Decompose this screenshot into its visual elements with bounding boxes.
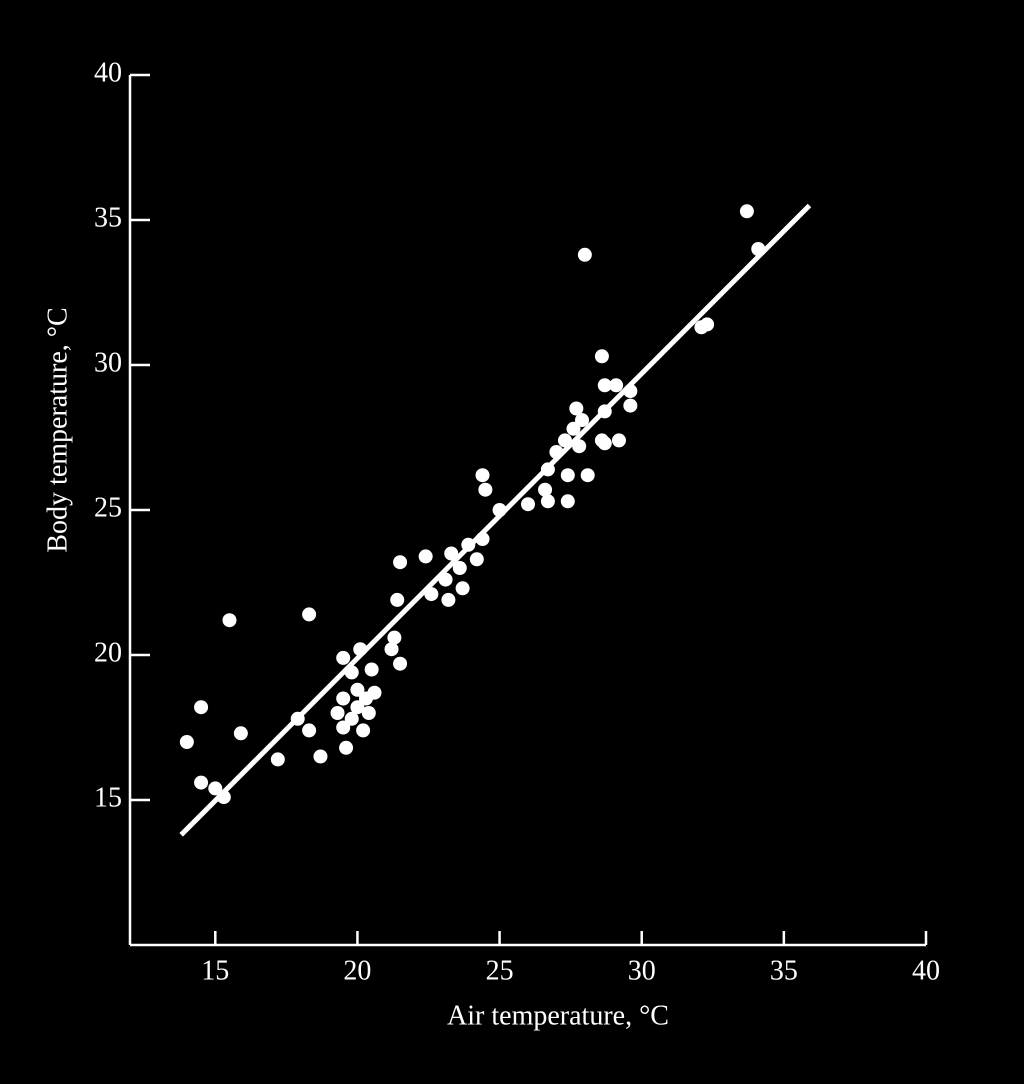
point xyxy=(179,735,194,749)
point xyxy=(336,650,351,665)
point xyxy=(469,552,484,567)
point xyxy=(424,587,439,602)
point xyxy=(208,781,223,796)
point xyxy=(572,439,587,454)
point xyxy=(623,398,638,413)
point xyxy=(549,445,564,459)
y-tick-label: 25 xyxy=(94,492,122,523)
point xyxy=(478,482,493,497)
point xyxy=(597,436,612,451)
point xyxy=(270,752,285,767)
point xyxy=(569,401,584,416)
point xyxy=(566,421,581,436)
point xyxy=(560,494,575,509)
y-tick-label: 35 xyxy=(94,202,122,233)
x-tick-label: 30 xyxy=(628,955,656,986)
y-tick-label: 40 xyxy=(94,57,122,88)
point xyxy=(521,497,535,512)
point xyxy=(350,700,365,715)
point xyxy=(387,630,402,645)
point xyxy=(194,775,209,790)
point xyxy=(594,349,609,364)
point xyxy=(557,433,572,448)
x-axis-label: Air temperature, °C xyxy=(447,1000,669,1031)
point xyxy=(336,720,351,735)
point xyxy=(353,642,368,657)
y-tick-label: 30 xyxy=(94,347,122,378)
point xyxy=(560,468,575,483)
point xyxy=(222,613,237,628)
point xyxy=(233,726,248,741)
point xyxy=(700,317,715,332)
point xyxy=(452,561,467,575)
point xyxy=(364,662,379,677)
point xyxy=(444,546,459,561)
point xyxy=(540,494,555,509)
point xyxy=(492,503,507,517)
point xyxy=(611,433,626,448)
point xyxy=(393,656,408,671)
x-tick-label: 40 xyxy=(912,955,940,986)
point xyxy=(597,378,612,393)
point xyxy=(367,685,382,700)
point xyxy=(302,607,317,622)
x-tick-label: 35 xyxy=(770,955,798,986)
x-tick-label: 20 xyxy=(343,955,371,986)
point xyxy=(751,242,766,256)
y-tick-label: 20 xyxy=(94,637,122,668)
point xyxy=(461,537,476,552)
point xyxy=(194,700,209,715)
point xyxy=(330,706,345,720)
x-tick-label: 25 xyxy=(486,955,514,986)
x-tick-label: 15 xyxy=(201,955,229,986)
point xyxy=(475,532,490,546)
point xyxy=(350,682,365,697)
point xyxy=(344,711,359,726)
point xyxy=(339,740,354,755)
point xyxy=(336,691,351,706)
point xyxy=(623,384,638,399)
point xyxy=(390,592,405,607)
fit-line xyxy=(179,203,812,837)
point xyxy=(739,204,754,219)
point xyxy=(216,790,231,805)
point xyxy=(393,555,408,570)
y-tick-label: 15 xyxy=(94,782,122,813)
point xyxy=(575,413,590,428)
point xyxy=(577,247,592,262)
point xyxy=(475,468,490,483)
point xyxy=(538,482,553,497)
point xyxy=(290,711,305,726)
point xyxy=(384,642,399,657)
point xyxy=(313,749,328,764)
point xyxy=(361,706,376,720)
point xyxy=(609,378,624,393)
point xyxy=(356,723,371,738)
point xyxy=(580,468,595,483)
point xyxy=(438,572,453,587)
point xyxy=(540,462,555,477)
point xyxy=(441,592,456,607)
y-axis-label: Body temperature, °C xyxy=(42,307,73,552)
point xyxy=(418,549,433,564)
point xyxy=(455,581,470,596)
point xyxy=(302,723,317,738)
point xyxy=(344,665,359,680)
point xyxy=(597,404,612,419)
